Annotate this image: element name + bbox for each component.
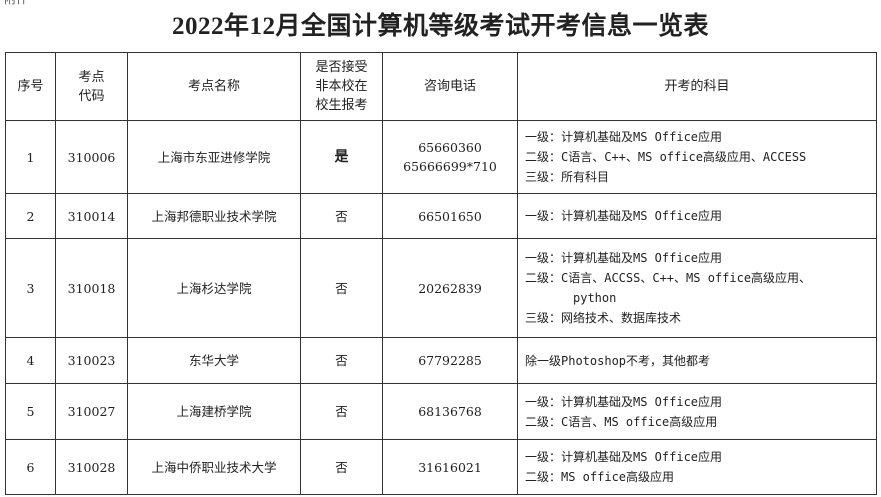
row-accept: 否 bbox=[300, 238, 383, 338]
subject-line: 一级：计算机基础及MS Office应用 bbox=[525, 251, 723, 265]
header-accept-line: 是否接受 bbox=[315, 60, 368, 75]
row-phone: 68136768 bbox=[382, 383, 518, 440]
header-accept-line: 校生报考 bbox=[315, 98, 368, 113]
phone-number: 65660360 bbox=[418, 140, 482, 155]
row-name: 上海建桥学院 bbox=[127, 383, 301, 440]
subject-line: 一级：计算机基础及MS Office应用 bbox=[525, 130, 723, 144]
header-subjects: 开考的科目 bbox=[517, 52, 877, 121]
row-code: 310014 bbox=[55, 193, 128, 239]
subject-line: 二级：C语言、ACCSS、C++、MS office高级应用、 bbox=[525, 271, 812, 285]
subject-line: 一级：计算机基础及MS Office应用 bbox=[525, 394, 723, 409]
row-subjects: 一级：计算机基础及MS Office应用二级：C语言、ACCSS、C++、MS … bbox=[517, 238, 877, 338]
attachment-label: 附件 bbox=[4, 0, 28, 7]
header-name: 考点名称 bbox=[127, 52, 301, 121]
row-index: 3 bbox=[5, 238, 56, 338]
row-phone: 20262839 bbox=[382, 238, 518, 338]
table-row: 5 310027 上海建桥学院否 68136768 一级：计算机基础及MS Office… bbox=[5, 383, 877, 440]
row-code: 310023 bbox=[55, 337, 128, 384]
row-phone: 67792285 bbox=[382, 337, 518, 384]
table-row: 4 310023 东华大学否 67792285 除一级Photoshop不考，其他都考 bbox=[5, 337, 877, 384]
row-index: 6 bbox=[5, 439, 56, 495]
header-code: 考点 代码 bbox=[55, 52, 128, 121]
phone-number: 67792285 bbox=[418, 353, 482, 368]
subject-line: 三级：所有科目 bbox=[525, 170, 610, 184]
subject-line: 二级：C语言、MS office高级应用 bbox=[525, 414, 718, 429]
phone-number: 68136768 bbox=[418, 404, 482, 419]
header-code-line: 考点 bbox=[78, 69, 105, 85]
table-row: 3 310018 上海杉达学院否 20262839 一级：计算机基础及MS Office… bbox=[5, 238, 877, 338]
phone-number: 65666699*710 bbox=[403, 159, 497, 174]
row-name: 上海市东亚进修学院 bbox=[127, 120, 301, 194]
phone-number: 20262839 bbox=[418, 280, 482, 296]
phone-number: 31616021 bbox=[418, 459, 482, 475]
subject-line: 除一级Photoshop不考，其他都考 bbox=[525, 353, 711, 368]
row-subjects: 除一级Photoshop不考，其他都考 bbox=[517, 337, 877, 384]
row-name: 上海邦德职业技术学院 bbox=[127, 193, 301, 239]
exam-info-table: 序号 考点 代码 考点名称 是否接受 非本校在 校生报考 咨询电话 开考的科目 1 31… bbox=[5, 52, 877, 495]
subject-line: 二级：MS office高级应用 bbox=[525, 470, 675, 484]
row-accept: 否 bbox=[300, 337, 383, 384]
subject-line: 一级：计算机基础及MS Office应用 bbox=[525, 209, 723, 223]
phone-number: 66501650 bbox=[418, 208, 482, 224]
row-name: 上海中侨职业技术大学 bbox=[127, 439, 301, 495]
header-row: 序号 考点代码 考点名称 是否接受非本校在校生报考 咨询电话 开考的科目 bbox=[5, 52, 877, 121]
table-row: 2 310014 上海邦德职业技术学院否 66501650 一级：计算机基础及MS Of… bbox=[5, 193, 877, 239]
header-index: 序号 bbox=[5, 52, 56, 121]
row-subjects: 一级：计算机基础及MS Office应用 二级：MS office高级应用 bbox=[517, 439, 877, 495]
row-accept: 否 bbox=[300, 193, 383, 239]
row-subjects: 一级：计算机基础及MS Office应用 bbox=[517, 193, 877, 239]
row-accept: 否 bbox=[300, 383, 383, 440]
row-accept: 否 bbox=[300, 439, 383, 495]
subject-line: python bbox=[573, 291, 617, 305]
subject-line: 二级：C语言、C++、MS office高级应用、ACCESS bbox=[525, 150, 807, 164]
row-code: 310006 bbox=[55, 120, 128, 194]
row-index: 1 bbox=[5, 120, 56, 194]
subject-line: 三级：网络技术、数据库技术 bbox=[525, 311, 682, 325]
row-code: 310018 bbox=[55, 238, 128, 338]
row-index: 4 bbox=[5, 337, 56, 384]
row-phone: 66501650 bbox=[382, 193, 518, 239]
row-accept: 是 bbox=[300, 120, 383, 194]
row-index: 2 bbox=[5, 193, 56, 239]
row-phone: 31616021 bbox=[382, 439, 518, 495]
subject-line: 一级：计算机基础及MS Office应用 bbox=[525, 450, 723, 464]
header-accept: 是否接受非本校在校生报考 bbox=[300, 52, 383, 121]
row-name: 东华大学 bbox=[127, 337, 301, 384]
page-title: 2022年12月全国计算机等级考试开考信息一览表 bbox=[171, 13, 709, 40]
row-name: 上海杉达学院 bbox=[127, 238, 301, 338]
row-phone: 65660360 65666699*710 bbox=[382, 120, 518, 194]
header-code-line: 代码 bbox=[78, 88, 105, 104]
row-code: 310027 bbox=[55, 383, 128, 440]
row-code: 310028 bbox=[55, 439, 128, 495]
row-subjects: 一级：计算机基础及MS Office应用 二级：C语言、MS office高级应用 bbox=[517, 383, 877, 440]
row-subjects: 一级：计算机基础及MS Office应用二级：C语言、C++、MS office… bbox=[517, 120, 877, 194]
header-accept-line: 非本校在 bbox=[315, 79, 368, 94]
header-phone: 咨询电话 bbox=[382, 52, 518, 121]
row-index: 5 bbox=[5, 383, 56, 440]
table-row: 1 310006 上海市东亚进修学院是 65660360 65666699*710 一级：… bbox=[5, 120, 877, 194]
table-row: 6 310028 上海中侨职业技术大学否 31616021 一级：计算机基础及MS Of… bbox=[5, 439, 877, 495]
